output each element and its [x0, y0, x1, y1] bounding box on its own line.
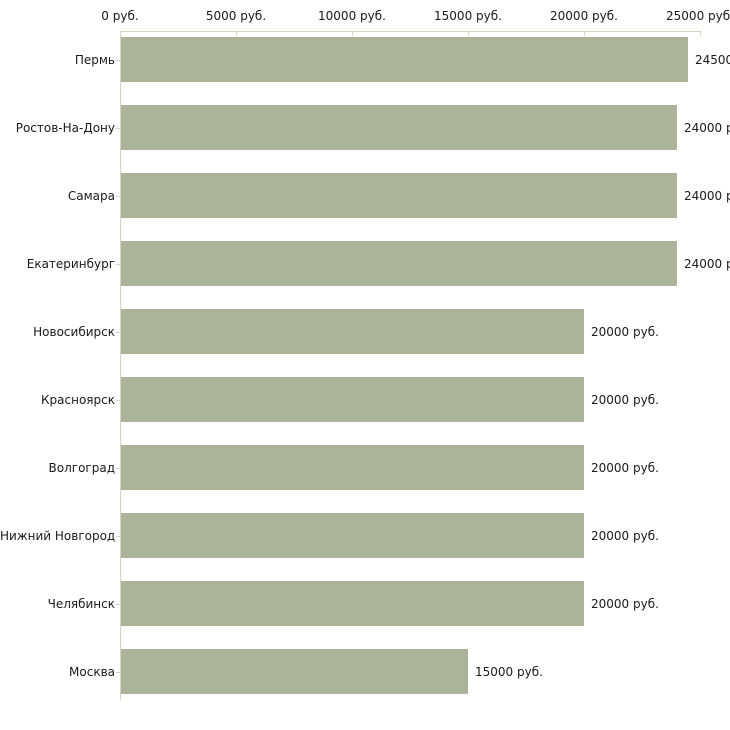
x-axis-tick	[584, 31, 585, 36]
category-tick	[116, 332, 120, 333]
value-label: 24000 руб.	[684, 189, 730, 203]
category-label: Красноярск	[41, 393, 115, 407]
value-label: 24000 руб.	[684, 257, 730, 271]
category-label: Пермь	[74, 53, 115, 67]
x-axis-tick	[236, 31, 237, 36]
bar	[121, 377, 584, 422]
x-axis-tick-label: 10000 руб.	[318, 9, 386, 23]
x-axis-tick-label: 20000 руб.	[550, 9, 618, 23]
category-label: Ростов-На-Дону	[15, 121, 115, 135]
x-axis-line	[120, 31, 700, 32]
category-tick	[116, 536, 120, 537]
y-axis-line	[120, 31, 121, 700]
category-tick	[116, 196, 120, 197]
value-label: 20000 руб.	[591, 393, 659, 407]
bar	[121, 105, 677, 150]
x-axis-tick	[120, 31, 121, 36]
bar	[121, 173, 677, 218]
x-axis-tick-label: 5000 руб.	[205, 9, 267, 23]
x-axis-tick-label: 25000 руб.	[666, 9, 730, 23]
value-label: 24000 руб.	[684, 121, 730, 135]
category-label: Москва	[69, 665, 115, 679]
value-label: 20000 руб.	[591, 461, 659, 475]
category-label: Самара	[67, 189, 115, 203]
category-tick	[116, 264, 120, 265]
category-tick	[116, 128, 120, 129]
bar	[121, 581, 584, 626]
bar	[121, 37, 688, 82]
category-label: Нижний Новгород	[0, 529, 116, 543]
category-tick	[116, 400, 120, 401]
bar	[121, 241, 677, 286]
category-tick	[116, 468, 120, 469]
bar	[121, 513, 584, 558]
value-label: 24500 руб.	[695, 53, 730, 67]
x-axis-tick-label: 0 руб.	[101, 9, 139, 23]
bar	[121, 649, 468, 694]
value-label: 15000 руб.	[475, 665, 543, 679]
x-axis-tick	[468, 31, 469, 36]
category-tick	[116, 60, 120, 61]
category-label: Екатеринбург	[26, 257, 115, 271]
category-label: Новосибирск	[33, 325, 115, 339]
category-tick	[116, 604, 120, 605]
x-axis-tick-label: 15000 руб.	[434, 9, 502, 23]
category-tick	[116, 672, 120, 673]
value-label: 20000 руб.	[591, 325, 659, 339]
category-label: Челябинск	[47, 597, 115, 611]
value-label: 20000 руб.	[591, 597, 659, 611]
x-axis-tick	[352, 31, 353, 36]
value-label: 20000 руб.	[591, 529, 659, 543]
bar	[121, 445, 584, 490]
x-axis-tick	[700, 31, 701, 36]
category-label: Волгоград	[48, 461, 115, 475]
bar	[121, 309, 584, 354]
